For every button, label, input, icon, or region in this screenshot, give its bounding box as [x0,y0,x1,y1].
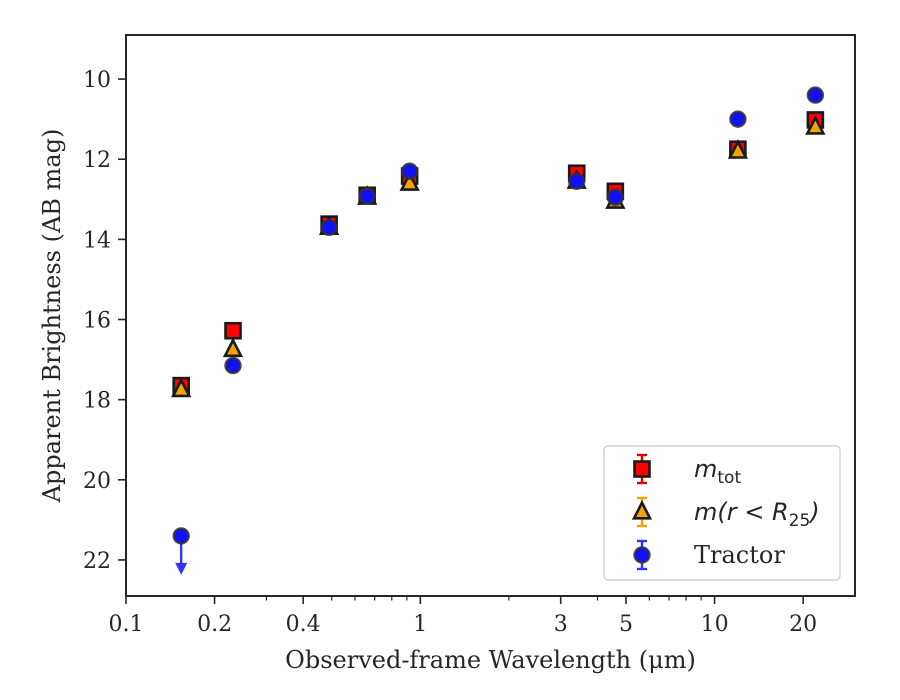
x-tick-label: 0.2 [197,612,232,637]
plot-frame [125,34,856,597]
y-tick-label: 10 [83,68,111,93]
data-point-circle [729,110,747,128]
x-tick-label: 20 [789,612,817,637]
y-tick-label: 12 [83,148,111,173]
legend-marker-square [633,460,651,478]
data-point-circle [568,172,586,190]
data-point-circle [172,527,190,545]
data-point-triangle [399,171,420,191]
data-point-circle [606,188,625,206]
axis-ticks: 0.1 0.2 0.4 1 3 5 10 20 10 12 14 16 18 20 22 [83,68,817,637]
series-triangle [171,115,826,398]
y-axis-label: Apparent Brightness (AB mag) [38,129,66,504]
data-point-triangle [222,337,244,358]
legend: mtot m(r < R25) Tractor [603,445,841,581]
y-tick-label: 18 [83,389,111,414]
data-point-triangle [805,115,826,135]
legend-box [603,445,841,581]
plot-area [171,86,826,575]
data-point-square [224,321,242,340]
legend-label: Tractor [694,541,785,569]
legend-marker-triangle [631,499,653,520]
legend-label: m(r < R25) [694,498,820,531]
legend-marker-circle [633,546,651,564]
legend-label: mtot [694,455,741,488]
x-tick-label: 1 [413,612,427,637]
y-tick-label: 16 [83,309,111,334]
data-point-circle [320,218,338,237]
series-square [172,111,825,395]
series-circle [172,86,825,575]
data-point-circle [358,187,376,205]
x-tick-label: 3 [554,612,568,637]
data-point-triangle [727,139,749,159]
upper-limit-arrow-head [175,562,188,575]
y-tick-label: 20 [83,469,111,494]
y-tick-label: 22 [83,549,111,574]
x-tick-label: 5 [619,612,633,637]
x-tick-label: 0.1 [109,612,144,637]
y-tick-label: 14 [83,228,111,253]
x-tick-label: 10 [701,612,729,637]
data-point-circle [806,86,825,104]
x-tick-label: 0.4 [286,612,321,637]
data-point-circle [400,162,419,180]
x-axis-label: Observed-frame Wavelength (μm) [285,646,696,674]
data-point-triangle [171,377,192,398]
data-point-circle [224,356,242,375]
